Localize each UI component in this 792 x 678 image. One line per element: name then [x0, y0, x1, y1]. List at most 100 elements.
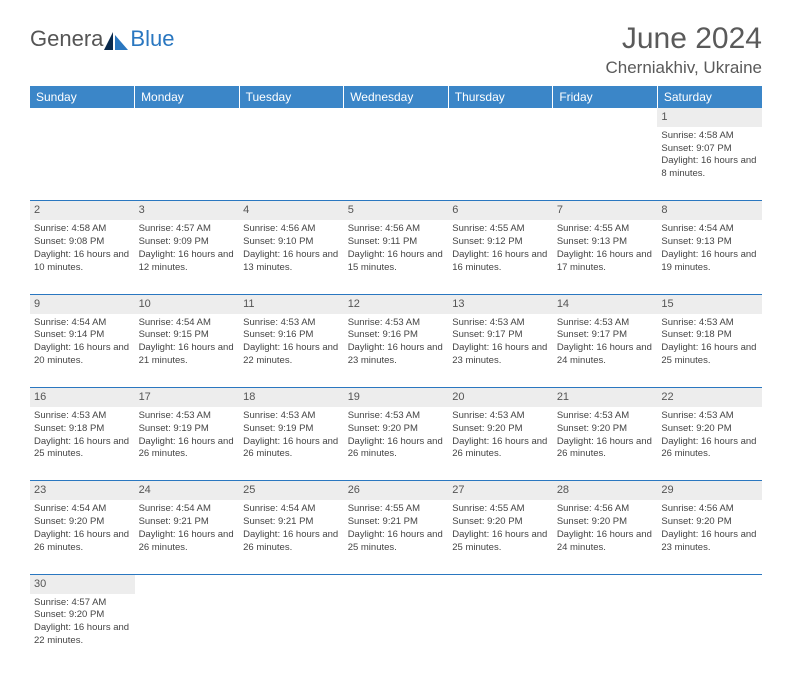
day-cell	[344, 127, 449, 201]
day-number-cell	[344, 108, 449, 127]
sunrise-text: Sunrise: 4:53 AM	[557, 317, 654, 330]
day-number-cell	[553, 108, 658, 127]
sunset-text: Sunset: 9:20 PM	[452, 423, 549, 436]
day-number-cell: 29	[657, 481, 762, 500]
daylight-text: Daylight: 16 hours and 26 minutes.	[243, 529, 340, 555]
day-number-row: 23242526272829	[30, 481, 762, 500]
sunrise-text: Sunrise: 4:54 AM	[34, 503, 131, 516]
brand-part2: Blue	[130, 26, 174, 52]
day-number-cell: 5	[344, 201, 449, 220]
daylight-text: Daylight: 16 hours and 13 minutes.	[243, 249, 340, 275]
day-number-row: 16171819202122	[30, 388, 762, 407]
day-number-cell: 26	[344, 481, 449, 500]
day-number-cell: 15	[657, 294, 762, 313]
day-number-cell	[448, 574, 553, 593]
day-cell	[135, 127, 240, 201]
day-number-cell	[553, 574, 658, 593]
day-cell: Sunrise: 4:56 AMSunset: 9:20 PMDaylight:…	[553, 500, 658, 574]
day-detail-row: Sunrise: 4:54 AMSunset: 9:20 PMDaylight:…	[30, 500, 762, 574]
sunrise-text: Sunrise: 4:53 AM	[452, 317, 549, 330]
daylight-text: Daylight: 16 hours and 22 minutes.	[243, 342, 340, 368]
daylight-text: Daylight: 16 hours and 26 minutes.	[661, 436, 758, 462]
day-number-cell: 8	[657, 201, 762, 220]
brand-part1: Genera	[30, 26, 103, 52]
sunrise-text: Sunrise: 4:56 AM	[243, 223, 340, 236]
day-cell	[553, 594, 658, 668]
daylight-text: Daylight: 16 hours and 26 minutes.	[452, 436, 549, 462]
day-number-cell	[30, 108, 135, 127]
sunrise-text: Sunrise: 4:54 AM	[139, 317, 236, 330]
daylight-text: Daylight: 16 hours and 26 minutes.	[557, 436, 654, 462]
day-number-cell: 19	[344, 388, 449, 407]
sunrise-text: Sunrise: 4:57 AM	[34, 597, 131, 610]
sunset-text: Sunset: 9:19 PM	[139, 423, 236, 436]
daylight-text: Daylight: 16 hours and 22 minutes.	[34, 622, 131, 648]
day-cell: Sunrise: 4:53 AMSunset: 9:20 PMDaylight:…	[553, 407, 658, 481]
sunrise-text: Sunrise: 4:56 AM	[661, 503, 758, 516]
weekday-header: Wednesday	[344, 86, 449, 108]
day-cell	[239, 127, 344, 201]
day-number-cell: 3	[135, 201, 240, 220]
sunrise-text: Sunrise: 4:53 AM	[348, 317, 445, 330]
day-cell: Sunrise: 4:53 AMSunset: 9:18 PMDaylight:…	[657, 314, 762, 388]
day-number-cell: 11	[239, 294, 344, 313]
day-number-row: 30	[30, 574, 762, 593]
sunset-text: Sunset: 9:19 PM	[243, 423, 340, 436]
day-number-cell: 17	[135, 388, 240, 407]
daylight-text: Daylight: 16 hours and 26 minutes.	[139, 436, 236, 462]
daylight-text: Daylight: 16 hours and 23 minutes.	[348, 342, 445, 368]
sunset-text: Sunset: 9:20 PM	[34, 516, 131, 529]
sunrise-text: Sunrise: 4:58 AM	[34, 223, 131, 236]
sunset-text: Sunset: 9:13 PM	[661, 236, 758, 249]
day-cell: Sunrise: 4:55 AMSunset: 9:21 PMDaylight:…	[344, 500, 449, 574]
daylight-text: Daylight: 16 hours and 10 minutes.	[34, 249, 131, 275]
sunrise-text: Sunrise: 4:53 AM	[348, 410, 445, 423]
day-cell	[448, 594, 553, 668]
day-cell: Sunrise: 4:53 AMSunset: 9:18 PMDaylight:…	[30, 407, 135, 481]
day-number-cell	[135, 108, 240, 127]
day-number-row: 2345678	[30, 201, 762, 220]
sunrise-text: Sunrise: 4:54 AM	[139, 503, 236, 516]
day-number-row: 1	[30, 108, 762, 127]
sunrise-text: Sunrise: 4:53 AM	[557, 410, 654, 423]
daylight-text: Daylight: 16 hours and 26 minutes.	[348, 436, 445, 462]
sunrise-text: Sunrise: 4:53 AM	[34, 410, 131, 423]
sunset-text: Sunset: 9:20 PM	[34, 609, 131, 622]
sunset-text: Sunset: 9:10 PM	[243, 236, 340, 249]
day-number-cell	[344, 574, 449, 593]
day-number-cell: 20	[448, 388, 553, 407]
day-cell: Sunrise: 4:54 AMSunset: 9:21 PMDaylight:…	[135, 500, 240, 574]
daylight-text: Daylight: 16 hours and 20 minutes.	[34, 342, 131, 368]
daylight-text: Daylight: 16 hours and 23 minutes.	[661, 529, 758, 555]
daylight-text: Daylight: 16 hours and 25 minutes.	[661, 342, 758, 368]
day-number-cell: 22	[657, 388, 762, 407]
calendar-head: SundayMondayTuesdayWednesdayThursdayFrid…	[30, 86, 762, 108]
sunset-text: Sunset: 9:09 PM	[139, 236, 236, 249]
day-cell: Sunrise: 4:54 AMSunset: 9:21 PMDaylight:…	[239, 500, 344, 574]
daylight-text: Daylight: 16 hours and 8 minutes.	[661, 155, 758, 181]
day-detail-row: Sunrise: 4:58 AMSunset: 9:08 PMDaylight:…	[30, 220, 762, 294]
day-cell: Sunrise: 4:54 AMSunset: 9:13 PMDaylight:…	[657, 220, 762, 294]
sunrise-text: Sunrise: 4:55 AM	[452, 223, 549, 236]
weekday-header: Tuesday	[239, 86, 344, 108]
sunset-text: Sunset: 9:20 PM	[557, 516, 654, 529]
weekday-header: Monday	[135, 86, 240, 108]
brand-logo: Genera Blue	[30, 26, 174, 52]
sunrise-text: Sunrise: 4:53 AM	[661, 317, 758, 330]
day-number-cell: 14	[553, 294, 658, 313]
day-cell: Sunrise: 4:55 AMSunset: 9:12 PMDaylight:…	[448, 220, 553, 294]
day-number-cell: 23	[30, 481, 135, 500]
sunset-text: Sunset: 9:16 PM	[243, 329, 340, 342]
day-number-cell: 2	[30, 201, 135, 220]
sunrise-text: Sunrise: 4:56 AM	[557, 503, 654, 516]
sunset-text: Sunset: 9:18 PM	[34, 423, 131, 436]
weekday-header: Thursday	[448, 86, 553, 108]
sunrise-text: Sunrise: 4:53 AM	[243, 317, 340, 330]
day-cell: Sunrise: 4:56 AMSunset: 9:20 PMDaylight:…	[657, 500, 762, 574]
day-number-cell	[448, 108, 553, 127]
sunset-text: Sunset: 9:20 PM	[452, 516, 549, 529]
day-number-cell: 1	[657, 108, 762, 127]
location-text: Cherniakhiv, Ukraine	[605, 58, 762, 78]
sunset-text: Sunset: 9:21 PM	[348, 516, 445, 529]
day-number-cell: 21	[553, 388, 658, 407]
